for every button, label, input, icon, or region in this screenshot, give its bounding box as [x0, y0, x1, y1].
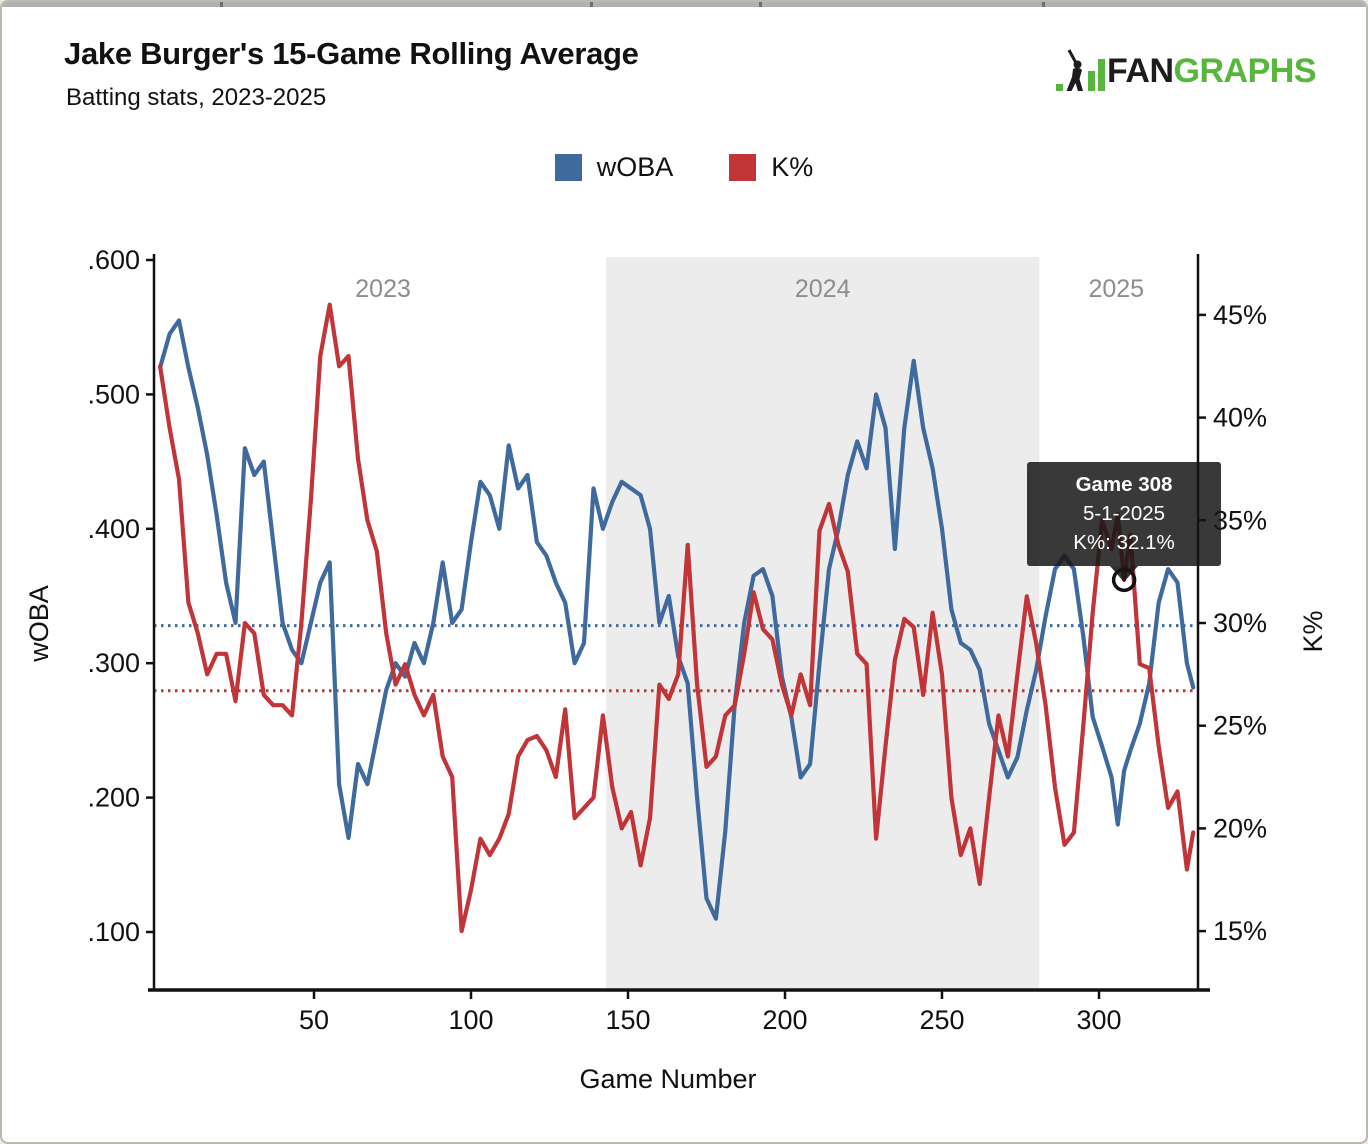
legend-item-kpct: K% — [729, 152, 813, 183]
hover-tooltip: Game 308 5-1-2025 K%: 32.1% — [1027, 462, 1221, 582]
kpct-line — [158, 302, 1196, 934]
logo-text-graphs: GRAPHS — [1173, 51, 1317, 90]
x-tick-label: 50 — [299, 1005, 329, 1035]
legend-label-kpct: K% — [771, 152, 814, 182]
y-right-tick-label: 25% — [1213, 711, 1267, 741]
y-right-tick-label: 45% — [1213, 300, 1267, 330]
y-right-tick-label: 35% — [1213, 505, 1267, 535]
fangraphs-batter-icon — [1056, 49, 1106, 91]
x-tick-label: 250 — [919, 1005, 964, 1035]
strip-tick — [759, 2, 762, 7]
year-label-2025: 2025 — [1088, 275, 1144, 303]
legend-item-woba: wOBA — [554, 152, 674, 183]
y-axis-title-right: K% — [1298, 610, 1328, 652]
page-subtitle: Batting stats, 2023-2025 — [66, 84, 327, 111]
x-tick-label: 300 — [1076, 1005, 1121, 1035]
chart-legend: wOBA K% — [2, 152, 1366, 183]
logo-text-fan: FAN — [1107, 51, 1174, 90]
strip-tick — [1042, 2, 1045, 7]
strip-tick — [220, 2, 223, 7]
tooltip-date: 5-1-2025 — [1082, 502, 1166, 525]
x-tick-label: 200 — [762, 1005, 807, 1035]
y-right-tick-label: 20% — [1213, 813, 1267, 843]
y-left-tick-label: .500 — [87, 379, 140, 409]
year-label-2024: 2024 — [795, 275, 851, 303]
kpct-swatch-icon — [729, 154, 757, 181]
woba-swatch-icon — [554, 154, 582, 181]
y-right-tick-label: 15% — [1213, 916, 1267, 946]
strip-tick — [590, 2, 593, 7]
page-title: Jake Burger's 15-Game Rolling Average — [64, 36, 639, 71]
year-label-2023: 2023 — [355, 275, 411, 303]
top-edge-strip — [2, 2, 1366, 7]
y-right-tick-label: 30% — [1213, 608, 1267, 638]
tooltip-value: K%: 32.1% — [1073, 531, 1175, 554]
y-left-tick-label: .600 — [87, 245, 140, 275]
y-left-tick-label: .200 — [87, 783, 140, 813]
x-tick-label: 100 — [448, 1005, 493, 1035]
y-left-tick-label: .300 — [87, 648, 140, 678]
y-axis-title-left: wOBA — [24, 585, 54, 663]
fangraphs-logo: FAN GRAPHS — [1055, 48, 1317, 94]
woba-line — [158, 318, 1196, 921]
tooltip-game: Game 308 — [1075, 473, 1173, 496]
x-axis-title: Game Number — [579, 1064, 756, 1094]
y-right-tick-label: 40% — [1213, 403, 1267, 433]
y-left-tick-label: .100 — [87, 917, 140, 947]
legend-label-woba: wOBA — [596, 152, 674, 182]
x-tick-label: 150 — [605, 1005, 650, 1035]
y-left-tick-label: .400 — [87, 514, 140, 544]
